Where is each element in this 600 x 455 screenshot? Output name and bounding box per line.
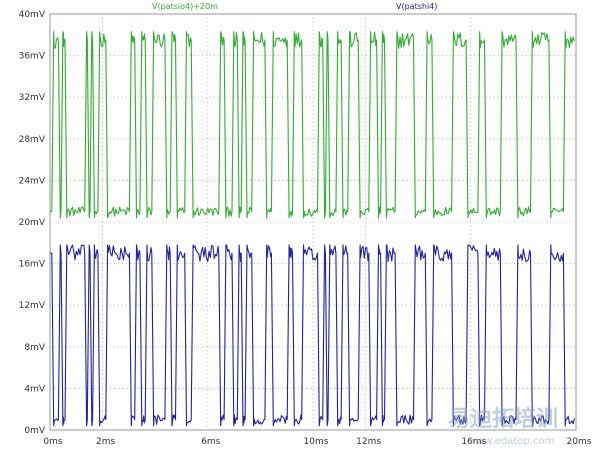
watermark-text: 易迪拓培训 xyxy=(448,406,558,432)
y-tick-label: 12mV xyxy=(19,301,46,311)
plot-frame xyxy=(49,13,577,431)
watermark-url: www.edatop.com xyxy=(468,436,554,447)
x-tick-label: 12ms xyxy=(356,437,381,447)
grid xyxy=(49,13,577,431)
legend: V(patsio4)+20m V(patshi4) xyxy=(152,2,437,11)
y-tick-label: 4mV xyxy=(24,384,45,394)
series-line-1 xyxy=(50,31,575,219)
y-tick-label: 0mV xyxy=(24,426,45,436)
legend-entry-2: V(patshi4) xyxy=(396,2,437,11)
series-layer xyxy=(50,31,575,427)
y-tick-label: 20mV xyxy=(19,218,46,228)
x-tick-label: 20ms xyxy=(567,437,592,447)
y-tick-label: 40mV xyxy=(19,10,46,20)
legend-entry-1: V(patsio4)+20m xyxy=(152,2,218,11)
x-tick-label: 0ms xyxy=(43,437,62,447)
x-tick-label: 2ms xyxy=(96,437,115,447)
y-tick-label: 32mV xyxy=(19,93,46,103)
y-tick-label: 8mV xyxy=(24,343,45,353)
y-tick-label: 24mV xyxy=(19,176,46,186)
series-line-2 xyxy=(50,244,575,427)
x-tick-label: 16ms xyxy=(461,437,486,447)
x-tick-label: 10ms xyxy=(304,437,329,447)
axes: 0mV 4mV 8mV 12mV 16mV 20mV 24mV 28mV 32mV 36mV 40m… xyxy=(19,10,592,447)
y-tick-label: 28mV xyxy=(19,135,46,145)
watermark: 易迪拓培训 www.edatop.com xyxy=(448,406,558,447)
x-tick-label: 6ms xyxy=(201,437,220,447)
y-tick-label: 16mV xyxy=(19,260,46,270)
y-tick-label: 36mV xyxy=(19,52,46,62)
